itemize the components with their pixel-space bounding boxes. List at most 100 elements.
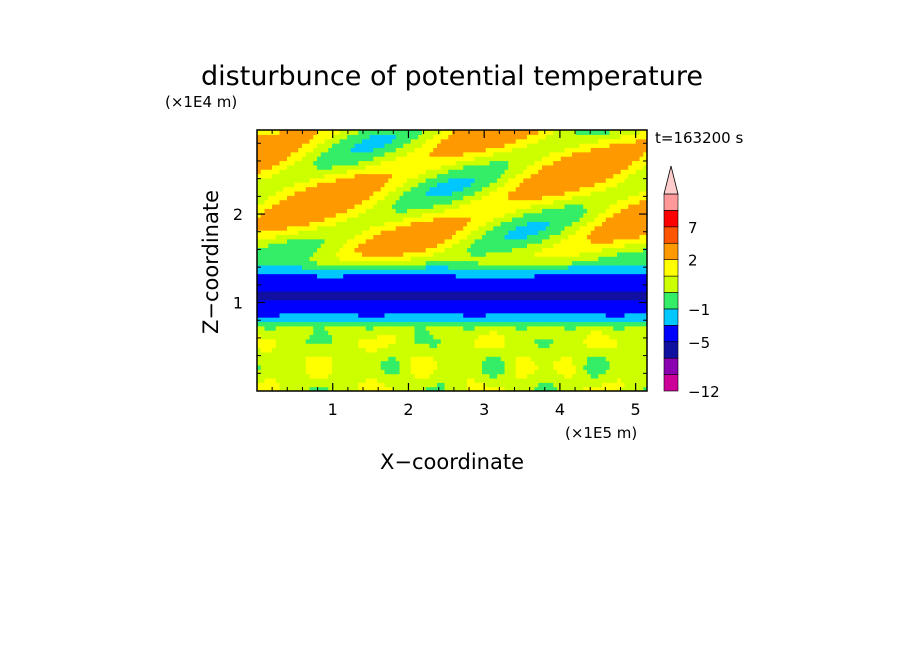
contour-cell (459, 199, 464, 205)
contour-cell (309, 360, 314, 366)
contour-cell (470, 308, 476, 314)
contour-cell (444, 199, 449, 205)
contour-cell (459, 325, 464, 331)
contour-cell (635, 234, 641, 240)
contour-cell (474, 238, 479, 244)
contour-cell (602, 308, 607, 314)
contour-cell (459, 186, 464, 192)
contour-cell (504, 234, 509, 240)
contour-cell (632, 382, 637, 388)
contour-cell (313, 338, 318, 344)
contour-cell (392, 203, 397, 209)
contour-cell (332, 360, 337, 366)
contour-cell (257, 203, 262, 209)
contour-cell (463, 356, 468, 362)
contour-cell (320, 382, 326, 388)
contour-cell (467, 182, 472, 188)
contour-cell (328, 212, 333, 218)
contour-cell (429, 347, 434, 353)
contour-cell (635, 251, 641, 257)
contour-cell (264, 264, 269, 270)
contour-cell (395, 295, 401, 301)
contour-cell (602, 377, 607, 383)
contour-cell (350, 312, 356, 318)
contour-cell (508, 325, 513, 331)
contour-cell (268, 369, 273, 375)
contour-cell (519, 238, 524, 244)
contour-cell (358, 369, 363, 375)
contour-cell (403, 269, 408, 275)
contour-cell (324, 377, 329, 383)
contour-cell (530, 386, 536, 391)
contour-cell (613, 264, 618, 270)
contour-cell (384, 212, 389, 218)
contour-cell (617, 338, 622, 344)
contour-cell (298, 308, 303, 314)
contour-cell (433, 256, 438, 262)
contour-cell (309, 234, 314, 240)
contour-cell (613, 256, 618, 262)
contour-cell (598, 325, 603, 331)
contour-cell (512, 330, 517, 336)
contour-cell (478, 243, 483, 249)
contour-cell (617, 312, 622, 318)
contour-cell (523, 364, 528, 370)
contour-cell (643, 286, 647, 292)
contour-cell (290, 330, 296, 336)
contour-cell (388, 290, 393, 296)
contour-cell (452, 360, 457, 366)
contour-cell (437, 334, 442, 340)
contour-cell (583, 308, 588, 314)
contour-cell (485, 238, 491, 244)
contour-cell (564, 338, 569, 344)
contour-cell (587, 312, 592, 318)
contour-cell (287, 373, 292, 379)
contour-cell (523, 312, 528, 318)
contour-cell (542, 186, 547, 192)
contour-cell (380, 338, 386, 344)
contour-cell (459, 338, 464, 344)
contour-cell (377, 199, 382, 205)
contour-cell (313, 377, 318, 383)
contour-cell (283, 364, 288, 370)
contour-cell (534, 256, 539, 262)
contour-cell (452, 190, 457, 196)
contour-cell (605, 360, 611, 366)
contour-cell (628, 295, 633, 301)
contour-cell (497, 273, 502, 279)
contour-cell (545, 377, 551, 383)
contour-cell (579, 186, 584, 192)
contour-cell (553, 195, 558, 201)
contour-cell (264, 369, 269, 375)
contour-cell (377, 308, 382, 314)
contour-cell (553, 356, 558, 362)
contour-cell (422, 286, 427, 292)
contour-cell (590, 199, 596, 205)
contour-cell (403, 386, 408, 391)
contour-cell (324, 360, 329, 366)
contour-cell (425, 343, 431, 349)
contour-cell (542, 321, 547, 327)
contour-cell (568, 347, 573, 353)
contour-cell (429, 221, 434, 227)
contour-cell (302, 221, 307, 227)
contour-cell (380, 264, 386, 270)
contour-cell (350, 247, 356, 253)
contour-cell (564, 295, 569, 301)
contour-cell (302, 360, 307, 366)
contour-cell (624, 203, 629, 209)
contour-cell (527, 264, 532, 270)
contour-cell (279, 221, 284, 227)
contour-cell (399, 247, 404, 253)
contour-cell (362, 338, 367, 344)
contour-cell (395, 190, 401, 196)
contour-cell (549, 264, 554, 270)
contour-cell (512, 234, 517, 240)
contour-cell (594, 360, 599, 366)
contour-cell (354, 251, 359, 257)
contour-cell (290, 304, 296, 309)
contour-cell (485, 282, 491, 288)
contour-cell (362, 260, 367, 266)
contour-cell (489, 325, 494, 331)
contour-cell (343, 377, 348, 383)
